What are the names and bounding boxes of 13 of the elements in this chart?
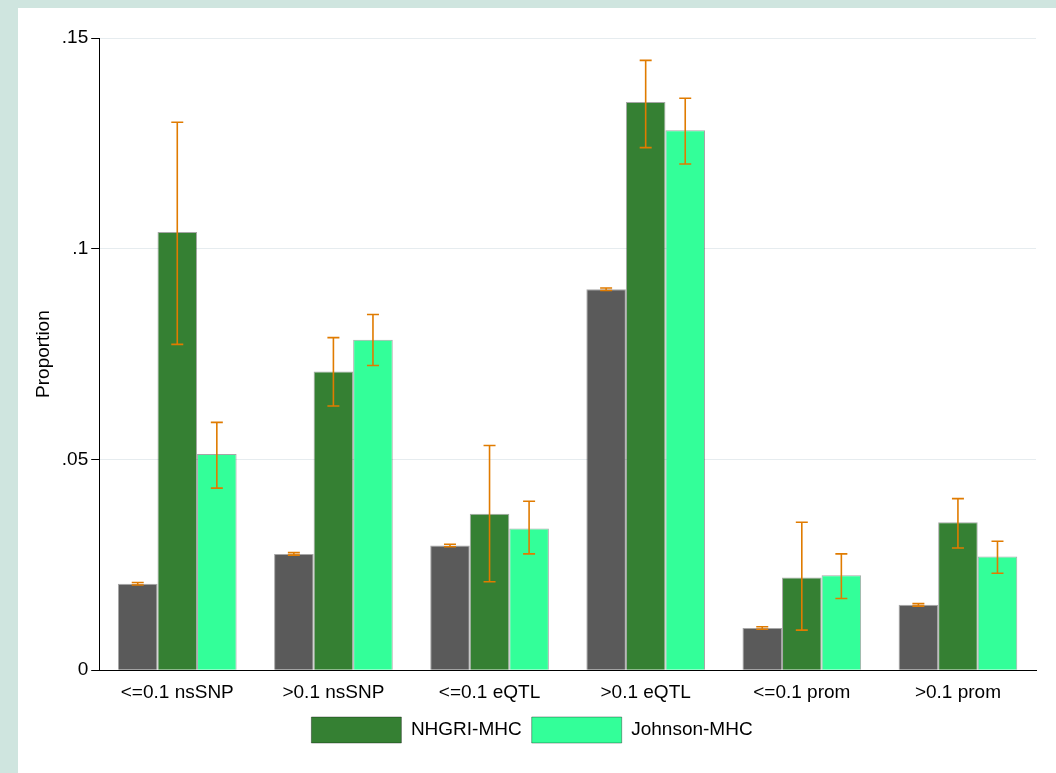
x-tick-label: <=0.1 prom [753, 680, 851, 702]
legend-label: Johnson-MHC [631, 718, 753, 740]
y-tick-label: .15 [61, 26, 89, 48]
x-tick-label: >0.1 prom [914, 680, 1001, 702]
y-tick-label: 0 [77, 658, 89, 680]
x-tick-label: <=0.1 eQTL [438, 680, 541, 702]
x-tick-label: <=0.1 nsSNP [120, 680, 234, 702]
x-tick-label: >0.1 nsSNP [282, 680, 385, 702]
x-tick-label: >0.1 eQTL [600, 680, 691, 702]
y-axis-title: Proportion [31, 310, 53, 398]
y-tick-label: .1 [72, 236, 89, 258]
y-tick-label: .05 [61, 447, 89, 469]
legend-label: NHGRI-MHC [410, 718, 522, 740]
